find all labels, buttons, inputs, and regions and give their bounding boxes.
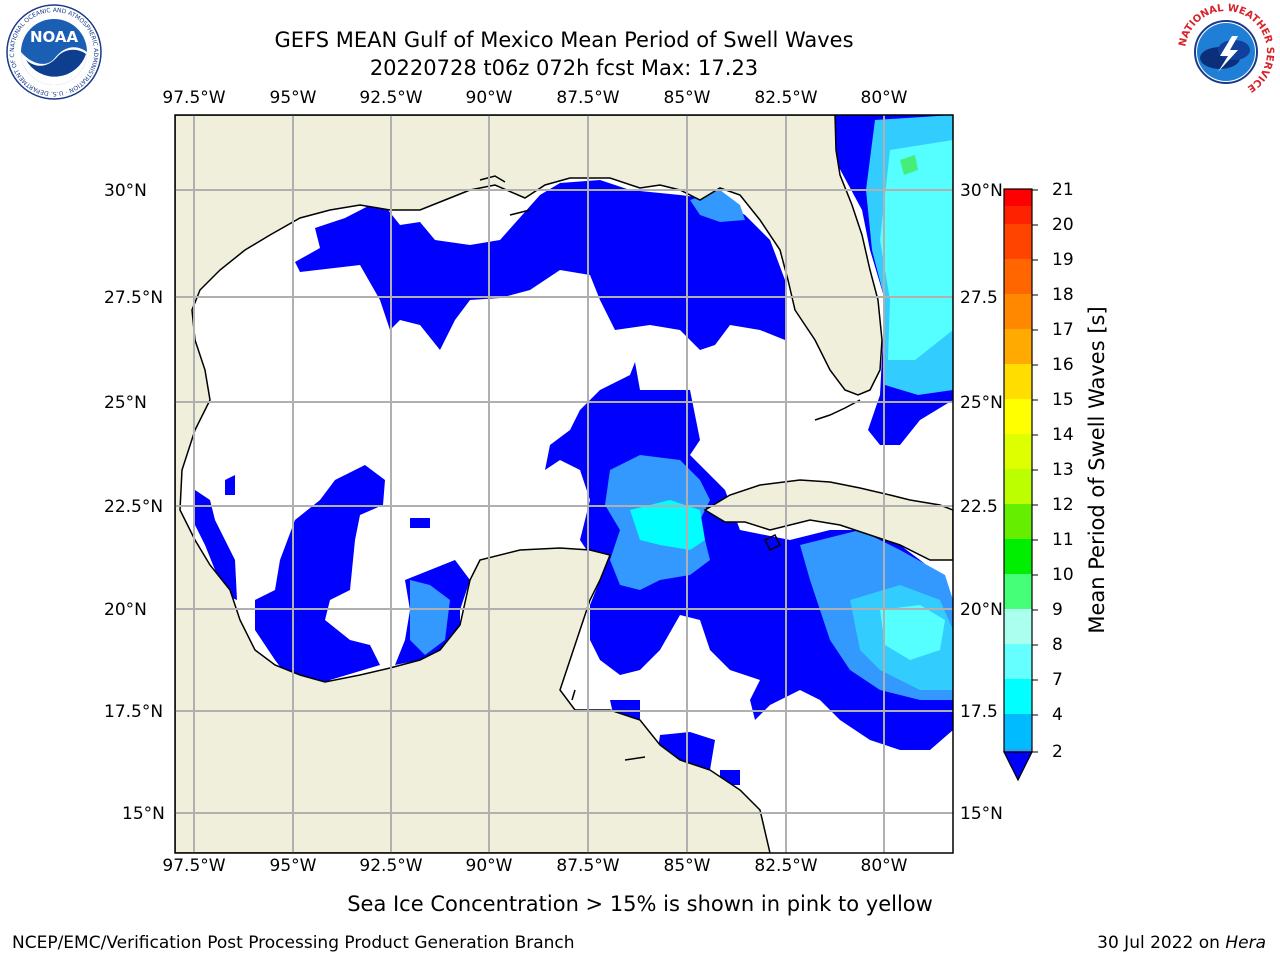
lon-tick-bottom: 87.5°W bbox=[556, 856, 620, 876]
lat-tick-right: 20°N bbox=[960, 600, 1003, 620]
colorbar-tick: 13 bbox=[1052, 460, 1074, 480]
map-title: GEFS MEAN Gulf of Mexico Mean Period of … bbox=[274, 28, 854, 52]
lat-tick-right: 17.5 bbox=[960, 702, 998, 722]
lat-tick-left: 15°N bbox=[122, 804, 165, 824]
lon-tick-bottom: 95°W bbox=[269, 856, 317, 876]
lon-tick-top: 95°W bbox=[269, 88, 317, 108]
lat-tick-left: 25°N bbox=[104, 393, 147, 413]
lon-tick-bottom: 80°W bbox=[860, 856, 908, 876]
colorbar-tick: 11 bbox=[1052, 530, 1074, 550]
lat-tick-right: 15°N bbox=[960, 804, 1003, 824]
colorbar-tick: 21 bbox=[1052, 180, 1074, 200]
colorbar-tick: 4 bbox=[1052, 705, 1063, 725]
lon-tick-top: 87.5°W bbox=[556, 88, 620, 108]
colorbar-tick: 10 bbox=[1052, 565, 1074, 585]
lat-tick-left: 27.5°N bbox=[104, 288, 164, 308]
colorbar-tick: 12 bbox=[1052, 495, 1074, 515]
lon-tick-top: 97.5°W bbox=[162, 88, 226, 108]
noaa-logo: NATIONAL OCEANIC AND ATMOSPHERIC ADMINIS… bbox=[6, 4, 102, 100]
colorbar bbox=[1003, 188, 1038, 782]
colorbar-tick: 16 bbox=[1052, 355, 1074, 375]
lon-tick-bottom: 90°W bbox=[465, 856, 513, 876]
colorbar-tick: 9 bbox=[1052, 600, 1063, 620]
lat-tick-left: 22.5°N bbox=[104, 497, 164, 517]
colorbar-tick: 18 bbox=[1052, 285, 1074, 305]
land bbox=[175, 115, 953, 853]
colorbar-tick: 17 bbox=[1052, 320, 1074, 340]
map-subtitle: 20220728 t06z 072h fcst Max: 17.23 bbox=[369, 56, 759, 80]
run-host: Hera bbox=[1225, 933, 1266, 953]
colorbar-tick: 19 bbox=[1052, 250, 1074, 270]
run-date: 30 Jul 2022 on Hera bbox=[1097, 933, 1266, 953]
lon-tick-bottom: 85°W bbox=[663, 856, 711, 876]
run-date-prefix: 30 Jul 2022 on bbox=[1097, 933, 1226, 953]
lat-tick-right: 30°N bbox=[960, 181, 1003, 201]
colorbar-tick: 14 bbox=[1052, 425, 1074, 445]
lat-tick-right: 27.5 bbox=[960, 288, 998, 308]
colorbar-tick: 2 bbox=[1052, 742, 1063, 762]
coastline-islands bbox=[479, 175, 861, 761]
lon-tick-top: 92.5°W bbox=[359, 88, 423, 108]
lon-tick-top: 85°W bbox=[663, 88, 711, 108]
lon-tick-bottom: 97.5°W bbox=[162, 856, 226, 876]
lat-tick-right: 25°N bbox=[960, 393, 1003, 413]
lat-tick-left: 30°N bbox=[104, 181, 147, 201]
sea-ice-note: Sea Ice Concentration > 15% is shown in … bbox=[347, 892, 933, 916]
lon-tick-top: 80°W bbox=[860, 88, 908, 108]
colorbar-tick: 15 bbox=[1052, 390, 1074, 410]
graticule bbox=[175, 115, 953, 853]
lon-tick-bottom: 82.5°W bbox=[754, 856, 818, 876]
lon-tick-top: 90°W bbox=[465, 88, 513, 108]
colorbar-tick: 7 bbox=[1052, 670, 1063, 690]
lat-tick-left: 20°N bbox=[104, 600, 147, 620]
lat-tick-right: 22.5 bbox=[960, 497, 998, 517]
svg-text:NOAA: NOAA bbox=[30, 28, 79, 46]
map-frame bbox=[174, 114, 954, 854]
colorbar-tick: 20 bbox=[1052, 215, 1074, 235]
lon-tick-bottom: 92.5°W bbox=[359, 856, 423, 876]
nws-logo: NATIONAL WEATHER SERVICE bbox=[1177, 3, 1275, 99]
colorbar-tick: 8 bbox=[1052, 635, 1063, 655]
credit-text: NCEP/EMC/Verification Post Processing Pr… bbox=[12, 933, 575, 953]
colorbar-label: Mean Period of Swell Waves [s] bbox=[1085, 306, 1109, 634]
lat-tick-left: 17.5°N bbox=[104, 702, 164, 722]
lon-tick-top: 82.5°W bbox=[754, 88, 818, 108]
